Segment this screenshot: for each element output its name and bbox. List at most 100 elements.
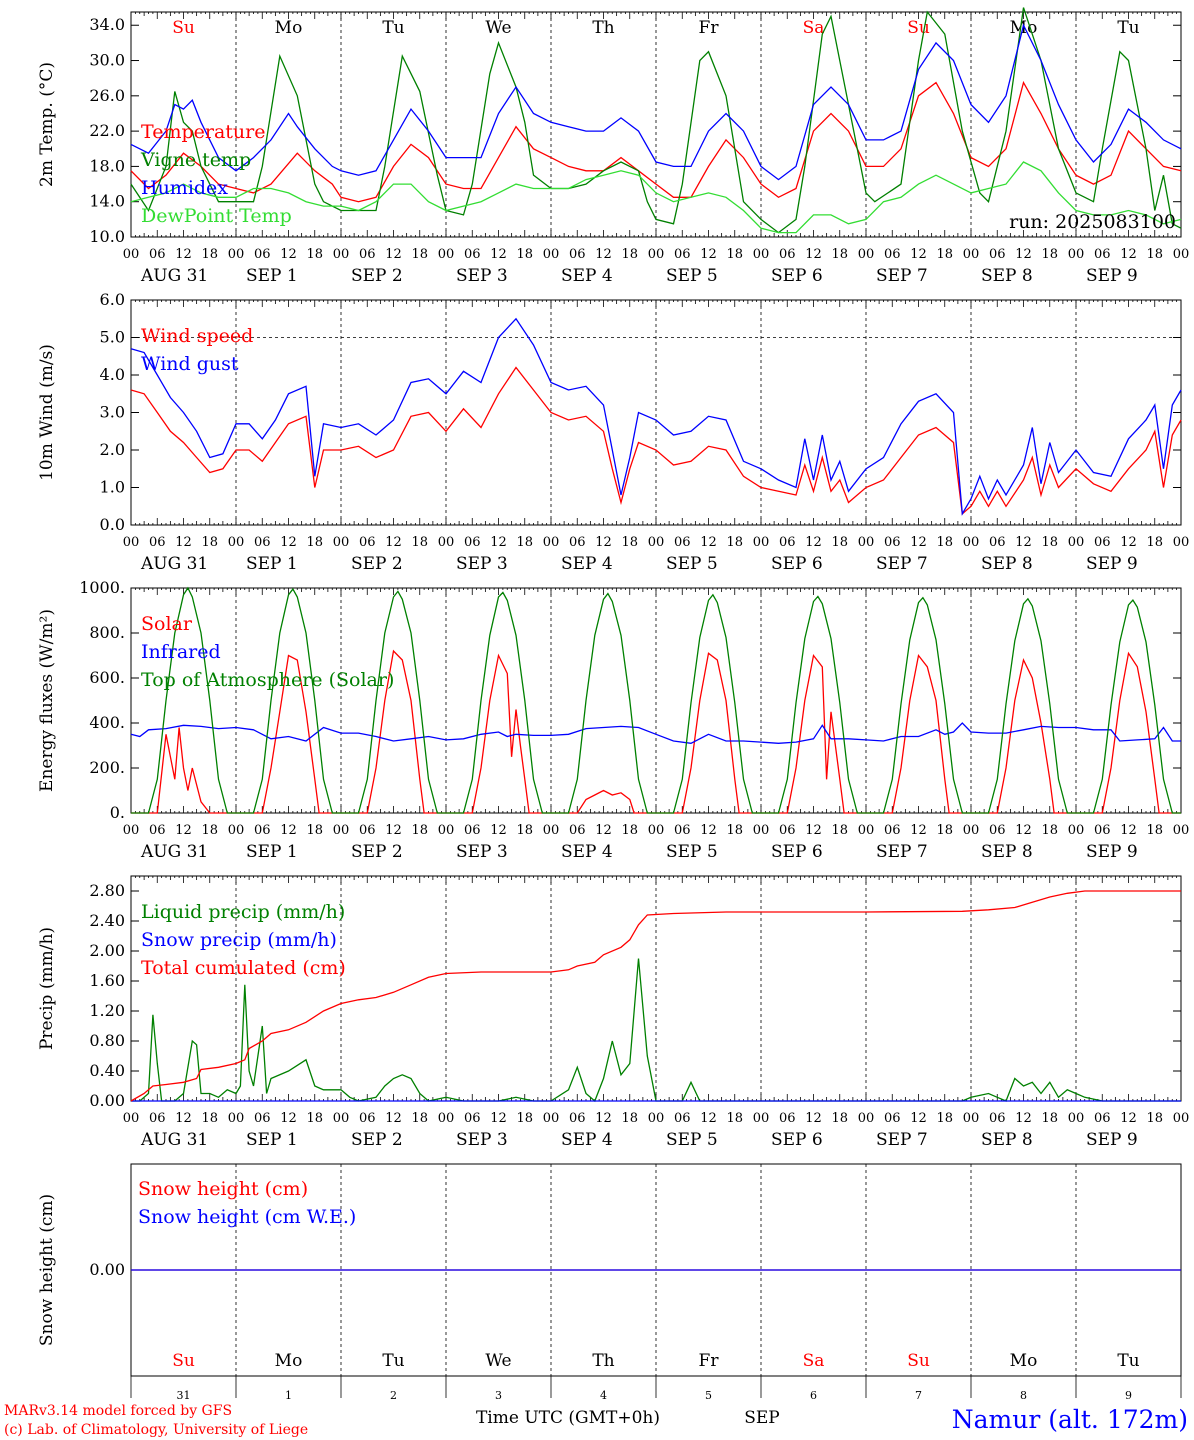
month-label: SEP [744,1408,780,1428]
day-number-label: 8 [1020,1389,1027,1402]
hour-tick-label: 06 [254,535,271,550]
hour-tick-label: 18 [1146,247,1163,262]
weekday-label: Fr [699,18,720,38]
date-label: AUG 31 [140,1130,208,1150]
hour-tick-label: 06 [464,1111,481,1126]
hour-tick-label: 18 [1041,535,1058,550]
date-label: SEP 6 [771,554,823,574]
hour-tick-label: 18 [411,1111,428,1126]
hour-tick-label: 00 [438,247,455,262]
date-label: AUG 31 [140,842,208,862]
weekday-label: Sa [803,1351,825,1371]
hour-tick-label: 18 [726,535,743,550]
hour-tick-label: 18 [831,247,848,262]
hour-tick-label: 06 [1094,1111,1111,1126]
hour-tick-label: 00 [123,247,140,262]
y-tick-label: 0. [110,803,125,822]
date-label: SEP 7 [876,842,928,862]
hour-tick-label: 12 [1120,1111,1137,1126]
series-line-solar [131,649,1181,814]
y-tick-label: 22.0 [89,121,125,140]
date-label: SEP 7 [876,554,928,574]
hour-tick-label: 00 [858,823,875,838]
weekday-label: Sa [803,18,825,38]
date-label: SEP 3 [456,842,508,862]
hour-tick-label: 06 [569,823,586,838]
hour-tick-label: 18 [411,247,428,262]
weekday-label: Tu [382,18,404,38]
date-label: SEP 9 [1086,1130,1138,1150]
plot-area: 00 06 12 18 00 06 12 18 00 06 12 18 00 06 12 18 00 06 12 18… [37,7,1189,1402]
weekday-label: Su [907,18,930,38]
y-tick-label: 10.0 [89,227,125,246]
y-axis-title: 10m Wind (m/s) [37,344,57,481]
hour-tick-label: 00 [333,247,350,262]
hour-tick-label: 06 [779,823,796,838]
date-label: SEP 2 [351,842,403,862]
hour-tick-label: 12 [595,247,612,262]
hour-tick-label: 12 [595,823,612,838]
hour-tick-label: 00 [228,1111,245,1126]
hour-tick-label: 18 [516,1111,533,1126]
y-tick-label: 400. [89,713,125,732]
hour-tick-label: 06 [779,535,796,550]
weekday-label: Su [172,1351,195,1371]
hour-tick-label: 00 [228,823,245,838]
hour-tick-label: 18 [726,247,743,262]
y-tick-label: 26.0 [89,86,125,105]
hour-tick-label: 18 [516,823,533,838]
hour-tick-label: 12 [1120,535,1137,550]
hour-tick-label: 12 [805,823,822,838]
hour-tick-label: 12 [280,535,297,550]
day-number-label: 3 [495,1389,502,1402]
hour-tick-label: 18 [201,535,218,550]
lab-credit: (c) Lab. of Climatology, University of L… [4,1422,308,1438]
hour-tick-label: 18 [306,1111,323,1126]
date-label: SEP 9 [1086,266,1138,286]
legend-entry: Infrared [141,641,221,663]
hour-tick-label: 06 [674,535,691,550]
date-label: SEP 9 [1086,842,1138,862]
y-axis-title: Precip (mm/h) [37,927,57,1050]
day-number-label: 31 [177,1389,191,1402]
weekday-label: Su [907,1351,930,1371]
y-tick-label: 1.60 [89,971,125,990]
date-label: SEP 3 [456,554,508,574]
hour-tick-label: 06 [464,535,481,550]
hour-tick-label: 12 [280,1111,297,1126]
hour-tick-label: 00 [543,535,560,550]
hour-tick-label: 18 [516,247,533,262]
date-label: SEP 3 [456,1130,508,1150]
hour-tick-label: 00 [753,823,770,838]
date-label: SEP 4 [561,554,613,574]
hour-tick-label: 12 [1015,823,1032,838]
weekday-label: Mo [1010,18,1038,38]
y-tick-label: 34.0 [89,15,125,34]
hour-tick-label: 00 [963,823,980,838]
hour-tick-label: 18 [831,823,848,838]
hour-tick-label: 06 [254,1111,271,1126]
date-label: SEP 4 [561,266,613,286]
hour-tick-label: 00 [858,1111,875,1126]
date-label: SEP 1 [246,266,298,286]
date-label: SEP 7 [876,1130,928,1150]
hour-tick-label: 06 [989,823,1006,838]
legend-entry: Solar [141,613,193,635]
hour-tick-label: 12 [385,823,402,838]
y-tick-label: 1000. [79,578,125,597]
hour-tick-label: 18 [936,247,953,262]
y-tick-label: 1.0 [100,478,125,497]
y-tick-label: 0.80 [89,1031,125,1050]
hour-tick-label: 18 [1041,247,1058,262]
y-tick-label: 2.80 [89,881,125,900]
hour-tick-label: 06 [1094,247,1111,262]
hour-tick-label: 18 [201,823,218,838]
day-number-label: 5 [705,1389,712,1402]
weekday-label: Mo [1010,1351,1038,1371]
footer: MARv3.14 model forced by GFS (c) Lab. of… [4,1403,1188,1438]
hour-tick-label: 18 [306,823,323,838]
hour-tick-label: 12 [910,535,927,550]
y-tick-label: 0.00 [89,1091,125,1110]
hour-tick-label: 00 [123,823,140,838]
